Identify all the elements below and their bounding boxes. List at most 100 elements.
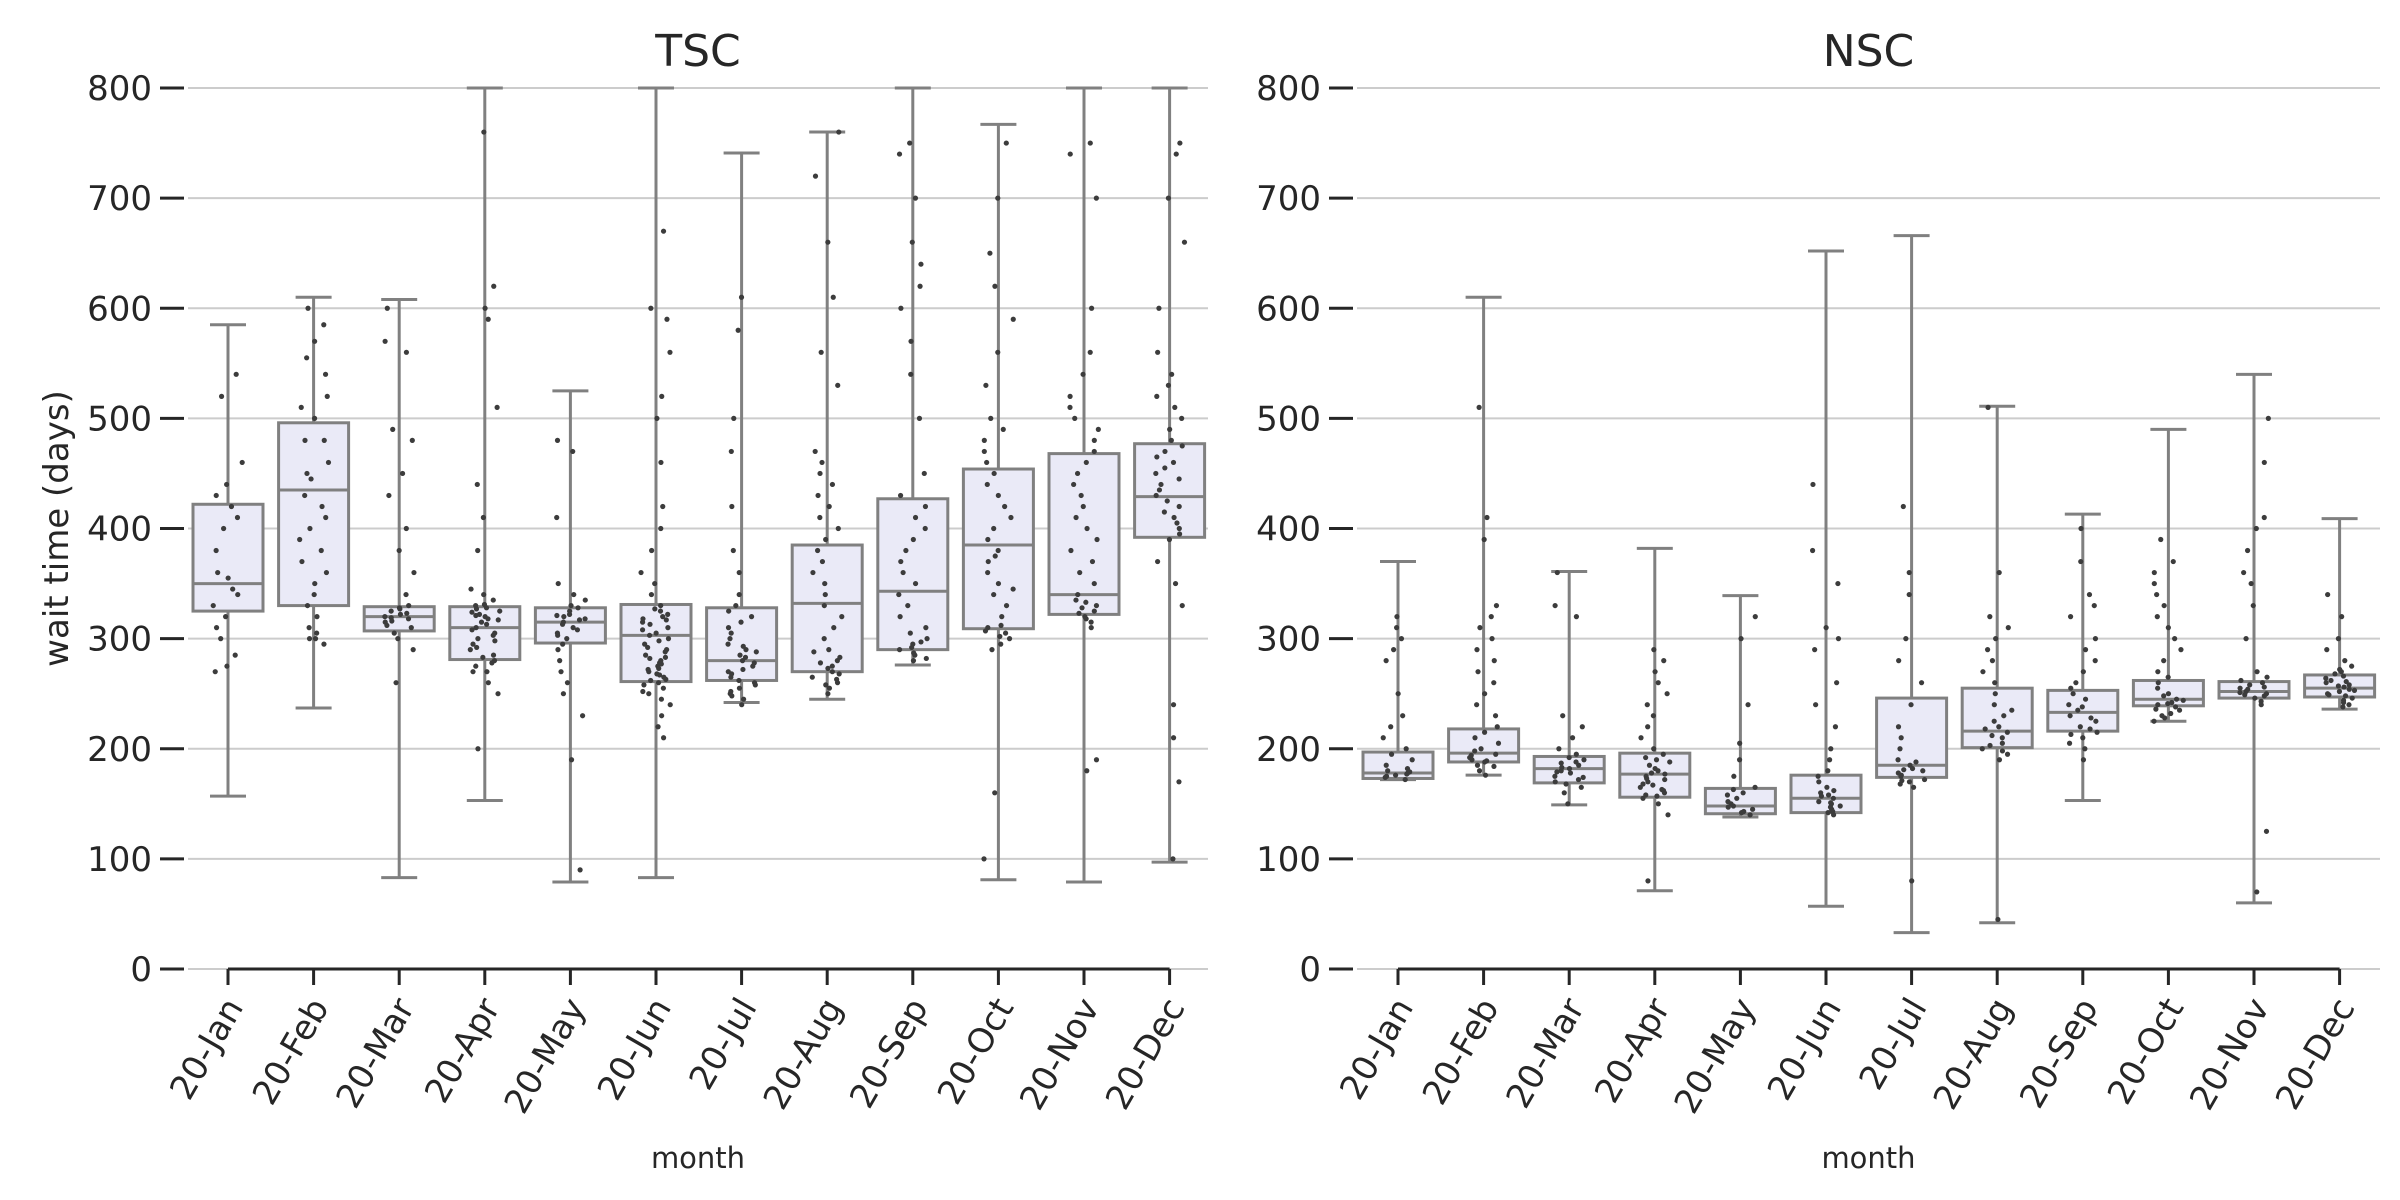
data-point xyxy=(2323,675,2329,681)
data-point xyxy=(1491,658,1497,664)
data-point xyxy=(397,611,404,617)
data-point xyxy=(2067,713,2073,719)
x-tick-label: 20-Feb xyxy=(1415,992,1508,1112)
data-point xyxy=(752,682,758,688)
data-point xyxy=(2346,686,2352,692)
data-point xyxy=(2154,614,2160,620)
data-point xyxy=(1906,591,1912,598)
data-point xyxy=(1996,724,2002,730)
data-point xyxy=(897,492,904,499)
data-point xyxy=(1088,305,1095,311)
data-point xyxy=(1077,569,1083,576)
data-point xyxy=(1644,775,1650,782)
data-point xyxy=(667,702,673,708)
data-point xyxy=(658,661,664,667)
data-point xyxy=(302,492,308,499)
data-point xyxy=(1984,647,1991,653)
data-point xyxy=(1646,762,1653,768)
data-point xyxy=(2326,692,2332,698)
data-point xyxy=(557,658,563,664)
data-point xyxy=(658,459,664,466)
data-point xyxy=(1400,713,1406,719)
data-point xyxy=(657,608,664,614)
data-point xyxy=(1661,658,1667,664)
data-point xyxy=(1478,746,1484,752)
data-point xyxy=(2080,757,2087,763)
data-point xyxy=(1407,769,1413,775)
x-tick-label: 20-Aug xyxy=(1926,992,2021,1117)
data-point xyxy=(1383,762,1389,768)
data-point xyxy=(659,713,665,719)
x-tick-label: 20-Jul xyxy=(682,992,766,1097)
data-point xyxy=(1394,614,1400,620)
data-point xyxy=(2328,677,2334,684)
box-20-oct xyxy=(961,122,1035,882)
data-point xyxy=(1645,724,1651,730)
data-point xyxy=(1736,757,1743,763)
data-point xyxy=(1653,757,1660,763)
data-point xyxy=(1566,765,1573,772)
data-point xyxy=(1475,669,1481,675)
data-point xyxy=(2075,707,2081,713)
data-point xyxy=(725,625,732,631)
box-20-jan xyxy=(191,323,265,798)
x-tick-label: 20-Aug xyxy=(756,992,851,1117)
data-point xyxy=(908,371,914,377)
data-point xyxy=(742,654,749,660)
data-point xyxy=(314,614,320,620)
data-point xyxy=(2325,591,2331,598)
data-point xyxy=(1172,580,1179,587)
data-point xyxy=(1075,591,1081,598)
data-point xyxy=(322,371,329,377)
data-point xyxy=(1662,771,1668,777)
data-point xyxy=(998,641,1004,647)
data-point xyxy=(1494,724,1500,730)
data-point xyxy=(403,349,410,355)
data-point xyxy=(1813,702,1819,708)
data-point xyxy=(1738,636,1744,642)
data-point xyxy=(727,636,733,642)
data-point xyxy=(1167,426,1173,432)
iqr-box xyxy=(2217,680,2291,700)
data-point xyxy=(1088,619,1094,625)
data-point xyxy=(582,616,588,622)
data-point xyxy=(1835,580,1841,587)
data-point xyxy=(1552,773,1558,779)
data-point xyxy=(2172,704,2179,710)
data-point xyxy=(494,404,500,410)
data-point xyxy=(1834,680,1840,686)
data-point xyxy=(2066,740,2073,746)
data-point xyxy=(1827,804,1834,810)
box-20-jul xyxy=(705,151,779,704)
data-point xyxy=(730,547,736,554)
data-point xyxy=(1078,492,1084,499)
data-point xyxy=(647,655,653,662)
data-point xyxy=(985,536,991,543)
data-point xyxy=(2254,889,2260,895)
data-point xyxy=(1002,503,1008,510)
data-point xyxy=(397,606,403,612)
data-point xyxy=(1987,742,1993,749)
data-point xyxy=(1474,647,1480,653)
data-point xyxy=(1073,514,1079,521)
data-point xyxy=(319,503,325,510)
data-point xyxy=(1003,140,1009,146)
data-point xyxy=(582,597,588,603)
data-point xyxy=(2349,663,2355,669)
data-point xyxy=(2161,658,2167,664)
data-point xyxy=(1644,702,1650,708)
data-point xyxy=(812,173,819,179)
data-point xyxy=(736,569,742,576)
data-point xyxy=(825,665,831,671)
data-point xyxy=(567,608,573,614)
data-point xyxy=(819,459,825,466)
data-point xyxy=(475,636,481,642)
iqr-box xyxy=(790,543,864,674)
data-point xyxy=(1906,779,1913,785)
data-point xyxy=(474,481,480,488)
data-point xyxy=(314,630,320,636)
data-point xyxy=(1176,525,1182,532)
data-point xyxy=(1176,779,1182,785)
data-point xyxy=(1477,625,1483,631)
